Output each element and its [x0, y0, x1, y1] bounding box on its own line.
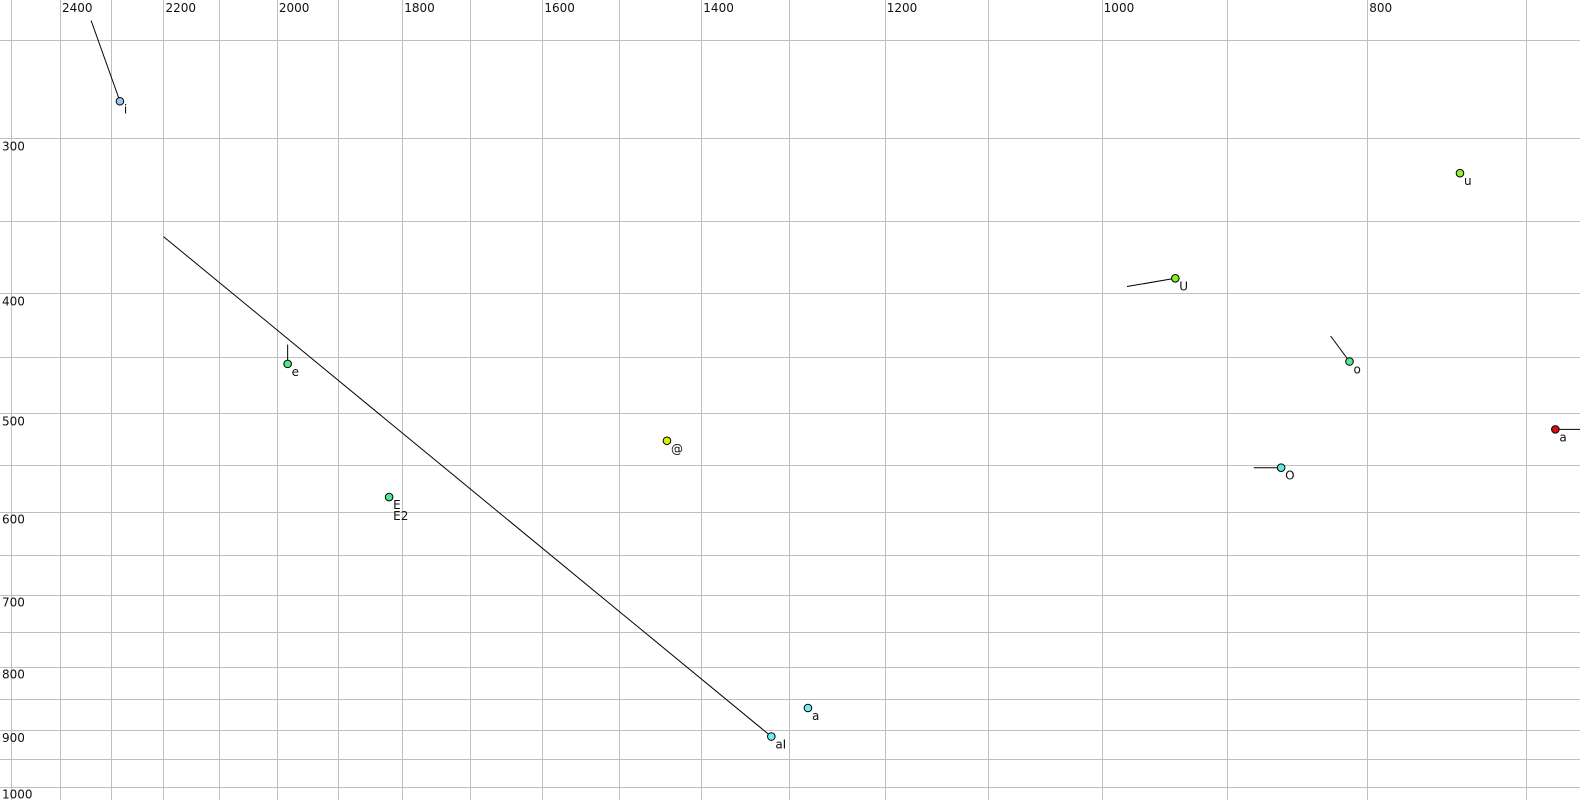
y-tick-label: 400 — [2, 294, 25, 308]
formant-trajectory — [1330, 335, 1350, 362]
y-tick-label: 700 — [2, 596, 25, 610]
y-tick-label: 800 — [2, 668, 25, 682]
vowel-point — [662, 436, 672, 446]
y-tick-label: 600 — [2, 513, 25, 527]
vowel-label: a — [812, 709, 819, 723]
x-tick-label: 1200 — [887, 1, 918, 15]
vowel-label: E2 — [393, 509, 408, 523]
vowel-point — [1455, 168, 1465, 178]
vowel-point — [803, 703, 813, 713]
y-tick-label: 500 — [2, 414, 25, 428]
x-tick-label: 2400 — [62, 1, 93, 15]
vowel-label: u — [1464, 174, 1472, 188]
vowel-label: a — [1559, 430, 1566, 444]
vowel-point — [1551, 425, 1560, 434]
vowel-point — [1171, 274, 1180, 283]
vowel-point — [384, 492, 394, 502]
formant-trajectory — [1126, 277, 1176, 288]
vowel-label: E — [393, 498, 401, 512]
x-tick-label: 1800 — [404, 1, 435, 15]
vowel-point — [115, 96, 125, 106]
vowel-label: aI — [775, 738, 786, 752]
vowel-label: U — [1179, 279, 1188, 293]
formant-trajectory — [90, 20, 121, 102]
y-tick-label: 1000 — [2, 788, 33, 800]
vowel-label: e — [292, 365, 299, 379]
vowel-point — [1345, 357, 1354, 366]
y-tick-label: 900 — [2, 731, 25, 745]
x-tick-label: 1400 — [703, 1, 734, 15]
vowel-point — [283, 359, 292, 369]
x-tick-label: 1000 — [1104, 1, 1135, 15]
x-tick-label: 2000 — [279, 1, 310, 15]
x-tick-label: 1600 — [544, 1, 575, 15]
vowel-label: o — [1353, 363, 1360, 377]
x-tick-label: 2200 — [165, 1, 196, 15]
x-tick-label: 800 — [1369, 1, 1392, 15]
vowel-label: O — [1285, 469, 1294, 483]
y-tick-label: 300 — [2, 139, 25, 153]
vowel-label: @ — [671, 442, 683, 456]
vowel-point — [767, 732, 776, 741]
vowel-label: i — [124, 102, 127, 116]
vowel-point — [1276, 463, 1286, 473]
formant-trajectory — [163, 236, 772, 737]
